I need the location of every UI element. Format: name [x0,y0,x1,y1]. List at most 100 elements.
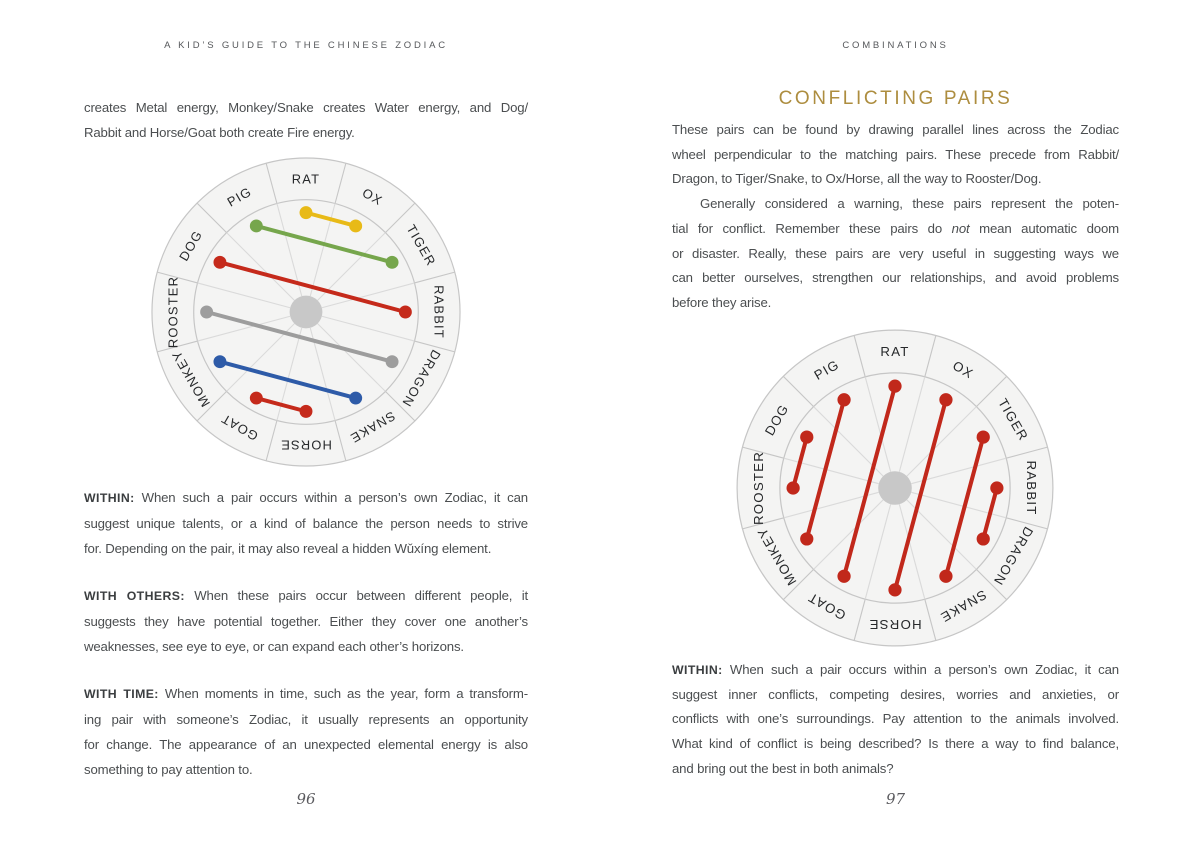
wheel-spoke [906,406,977,477]
pair-dot-rat [888,379,902,393]
text-line: Rabbit and Horse/Goat both create Fire e… [84,125,355,140]
pair-dot-monkey [800,532,814,546]
wheel-spoke [864,504,892,600]
wheel-spoke [226,232,295,301]
wheel-sector-divider [414,340,455,353]
text-line: suggest unique talents, or a kind of bal… [84,516,528,531]
wheel-sector-divider [196,202,227,233]
section-label: WITH TIME: [84,687,159,701]
pair-line-rat-goat [842,384,898,579]
wheel-sector-divider [742,446,784,459]
pair-line-pig-tiger [254,223,395,265]
pair-dot-ox [939,393,953,407]
wheel-sector-divider [334,420,347,461]
transforming-pairs-wheel: RATOXTIGERRABBITDRAGONSNAKEHORSEGOATMONK… [151,157,461,467]
wheel-sector-divider [157,340,198,353]
wheel-spoke [321,315,415,342]
wheel-hub [289,295,323,329]
wheel-sector-divider [385,391,416,422]
pair-line-monkey-snake [217,359,358,401]
pair-dot-pig [249,219,263,233]
pair-dot-dragon [385,355,399,369]
wheel-sector-label-rabbit: RABBIT [432,285,447,339]
pair-line-rooster-dragon [204,310,395,364]
wheel-sector-divider [924,335,937,377]
wheel-spoke [309,327,336,421]
transforming-pairs-wheel-container: RAT OX TIGER RABBIT DRAGON SNAKE HORSE GOAT MONK… [147,153,465,476]
wheel-sector-divider [782,569,814,601]
pair-dot-dragon [976,532,990,546]
wheel-spoke [321,282,415,309]
pair-dot-monkey [213,355,227,369]
text-line: These pairs can be found by drawing para… [672,122,1119,137]
wheel-sector-divider [414,271,455,284]
pair-dot-tiger [385,255,399,269]
text-line: weaknesses, see eye to eye, or can expan… [84,639,464,654]
wheel-spoke [783,491,879,519]
pair-dot-snake [939,569,953,583]
wheel-sector-divider [385,202,416,233]
wheel-sector-divider [853,599,866,641]
text-line: tial for conflict. Remember these pairs … [672,220,1119,236]
section-within-right: WITHIN: When such a pair occurs within a… [672,658,1119,782]
wheel-sector-label-rooster: ROOSTER [165,276,180,348]
pair-line-goat-horse [254,396,308,414]
text-line: something to pay attention to. [84,762,253,777]
wheel-spoke [813,499,884,570]
pair-dot-rooster [200,305,214,319]
pair-dot-rooster [786,481,800,495]
text-line: creates Metal energy, Monkey/Snake creat… [84,100,528,115]
text-line: What kind of conflict is being described… [672,736,1119,752]
wheel-sector-divider [334,163,347,204]
running-header-left: A KID’S GUIDE TO THE CHINESE ZODIAC [164,40,448,51]
wheel-spoke [197,282,291,309]
wheel-sector-divider [742,517,784,530]
pair-line-pig-monkey [804,397,847,541]
wheel-sector-divider [1006,517,1048,530]
wheel-spoke [906,499,977,570]
page-number-right: 97 [885,790,906,808]
text-line: Dragon, to Tiger/Snake, to Ox/Horse, all… [672,171,1042,187]
text-line: for. Depending on the pair, it may also … [84,541,492,556]
pair-dot-snake [349,391,363,405]
pair-dot-goat [249,391,263,405]
page-number-left: 96 [296,790,316,808]
pair-dot-ox [349,219,363,233]
pair-line-ox-horse [892,397,948,592]
text-line: for change. The appearance of an unexpec… [84,737,528,752]
wheel-sector-divider [976,375,1008,407]
conflicting-pairs-wheel-container: RAT OX TIGER RABBIT DRAGON SNAKE HORSE GOAT MONK… [732,325,1058,656]
text-line: WITH TIME: When moments in time, such as… [84,686,528,701]
pair-line-dog-rabbit [217,260,408,314]
text-line: and bring out the best in both animals? [672,760,894,776]
text-line: or disaster. Really, these pairs are ver… [672,245,1119,261]
conflicting-pairs-wheel: RATOXTIGERRABBITDRAGONSNAKEHORSEGOATMONK… [736,329,1054,647]
section-label: WITHIN: [672,663,723,677]
section-label: WITHIN: [84,491,135,505]
wheel-sector-divider [853,335,866,377]
text-line: before they arise. [672,294,772,310]
section-with-time: WITH TIME: When moments in time, such as… [84,681,528,782]
text-line: suggest inner conflicts, competing desir… [672,686,1119,702]
pair-dot-rat [299,206,313,220]
pair-dot-dog [800,430,814,444]
wheel-sector-divider [782,375,814,407]
wheel-sector-divider [265,420,278,461]
text-line: WITHIN: When such a pair occurs within a… [84,490,528,505]
intro-paragraph: creates Metal energy, Monkey/Snake creat… [84,95,528,145]
wheel-sector-divider [265,163,278,204]
chapter-title: CONFLICTING PAIRS [778,88,1013,109]
paragraph-1: These pairs can be found by drawing para… [672,118,1119,192]
pair-dot-tiger [976,430,990,444]
pair-line-tiger-snake [943,435,986,579]
section-with-others: WITH OTHERS: When these pairs occur betw… [84,583,528,659]
wheel-sector-label-rooster: ROOSTER [751,451,766,525]
wheel-sector-divider [924,599,937,641]
pair-dot-pig [837,393,851,407]
wheel-sector-label-rabbit: RABBIT [1024,460,1039,515]
wheel-sector-label-horse: HORSE [868,617,921,632]
wheel-spoke [813,406,884,477]
pair-dot-rabbit [990,481,1004,495]
wheel-spoke [317,232,386,301]
